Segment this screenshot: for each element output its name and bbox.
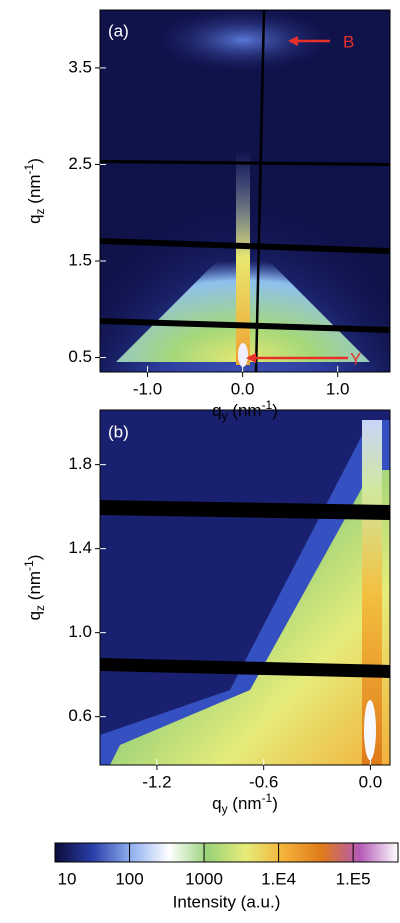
axis-label-part: (nm [25,174,44,208]
x-tick-label: 1.0 [326,379,350,398]
heatmap-image-a [100,10,390,372]
axis-label-part: (nm [228,794,262,813]
annotation: Y [350,349,361,368]
annotation: B [343,32,354,51]
y-tick-label: 1.4 [68,538,92,557]
x-tick-label: -0.6 [249,772,278,791]
y-tick-label: 0.5 [68,347,92,366]
x-tick-label: 0.0 [359,772,383,791]
colorbar-tick-label: 10 [58,869,77,888]
colorbar-tick-label: 1000 [185,869,223,888]
axis-label-part: (nm [25,571,44,605]
axis-label: qy (nm-1) [212,398,278,423]
x-tick-label: 0.0 [231,379,255,398]
y-tick-label: 1.0 [68,622,92,641]
axis-label-part: -1 [262,791,273,805]
frame [99,9,391,373]
axis-label-part: q [25,214,44,223]
colorbar-tick-label: 1.E5 [336,869,371,888]
axis-label-part: q [25,611,44,620]
y-tick-label: 0.6 [68,706,92,725]
axis-label-part: y [222,409,228,423]
colorbar-tick-label: 100 [115,869,143,888]
y-tick-label: 1.8 [68,454,92,473]
arrow-head [288,36,298,46]
axis-label-part: q [212,401,221,420]
axis-label-part: ) [25,158,44,164]
y-tick-label: 3.5 [68,57,92,76]
axis-label-part: z [33,605,47,611]
axis-label: qz (nm-1) [22,555,47,621]
axis-label-part: ) [272,794,278,813]
axis-label-part: q [212,794,221,813]
axis-label-part: ) [272,401,278,420]
colorbar [54,842,399,863]
colorbar-tick-label: 1.E4 [261,869,296,888]
x-tick-label: -1.2 [142,772,171,791]
y-tick-label: 2.5 [68,154,92,173]
axis-label-part: -1 [262,398,273,412]
axis-label-part: -1 [22,163,36,174]
y-tick-label: 1.5 [68,250,92,269]
panel-label: (b) [108,422,129,441]
colorbar-label: Intensity (a.u.) [173,892,281,911]
axis-label-part: (nm [228,401,262,420]
axis-label-part: y [222,802,228,816]
axis-label-part: ) [25,555,44,561]
axis-label: qz (nm-1) [22,158,47,224]
panel-label: (a) [108,21,129,40]
axis-label-part: -1 [22,560,36,571]
x-tick-label: -1.0 [133,379,162,398]
axis-label-part: z [33,208,47,214]
frame [99,409,391,766]
arrow-head [246,353,256,363]
axis-label: qy (nm-1) [212,791,278,816]
heatmap-image-b [100,410,390,765]
